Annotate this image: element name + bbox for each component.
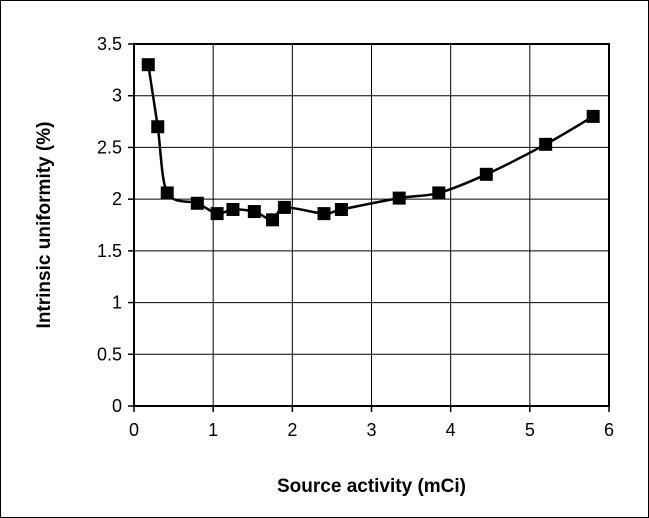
- data-point-marker: [151, 120, 165, 134]
- y-tick-label: 3: [112, 86, 122, 106]
- x-axis-title: Source activity (mCi): [277, 476, 466, 497]
- x-tick-label: 3: [366, 420, 376, 440]
- data-point-marker: [266, 213, 280, 227]
- data-point-marker: [539, 137, 553, 151]
- y-tick-label: 0.5: [97, 344, 122, 364]
- series-line-group: [147, 64, 594, 222]
- data-point-marker: [317, 207, 331, 221]
- y-tick-label: 1.5: [97, 241, 122, 261]
- data-point-marker: [226, 202, 240, 216]
- x-tick-label: 6: [604, 420, 614, 440]
- data-point-marker: [160, 186, 174, 200]
- data-point-marker: [334, 202, 348, 216]
- data-point-marker: [210, 207, 224, 221]
- data-point-marker: [432, 186, 446, 200]
- x-tick-label: 4: [446, 420, 456, 440]
- y-tick-label: 2.5: [97, 137, 122, 157]
- x-tick-label: 5: [525, 420, 535, 440]
- data-point-marker: [190, 196, 204, 210]
- plot-area: [133, 43, 610, 407]
- tick-labels: 0 0.5 1 1.5 2 2.5 3 3.5 0 1 2 3 4 5 6: [97, 34, 614, 440]
- series-line: [147, 64, 594, 222]
- y-tick-label: 2: [112, 189, 122, 209]
- x-tick-label: 0: [129, 420, 139, 440]
- y-axis-title: Intrinsic uniformity (%): [34, 122, 55, 329]
- y-tick-label: 0: [112, 396, 122, 416]
- data-point-marker: [247, 205, 261, 219]
- grid-lines: [128, 43, 610, 412]
- y-tick-label: 1: [112, 293, 122, 313]
- x-tick-label: 1: [208, 420, 218, 440]
- data-point-marker: [586, 109, 600, 123]
- data-point-marker: [141, 58, 155, 72]
- data-point-marker: [392, 191, 406, 205]
- x-tick-label: 2: [287, 420, 297, 440]
- data-point-marker: [479, 167, 493, 181]
- data-point-marker: [277, 200, 291, 214]
- y-tick-label: 3.5: [97, 34, 122, 54]
- data-markers: [141, 58, 600, 227]
